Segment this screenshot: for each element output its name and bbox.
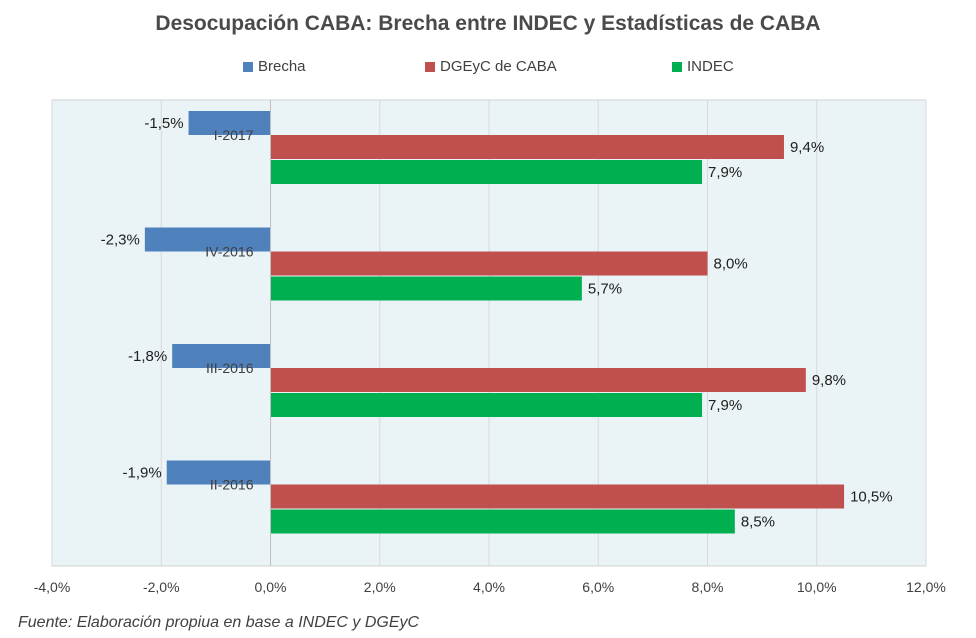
bar-brecha [144, 227, 271, 252]
data-label: 5,7% [588, 281, 622, 298]
bar-indec [270, 160, 703, 184]
category-label: I-2017 [214, 127, 254, 143]
x-tick-label: 6,0% [582, 579, 614, 595]
legend-label-dgeyc: DGEyC de CABA [440, 58, 557, 75]
bar-dgeyc-de-caba [270, 484, 845, 509]
legend-item-indec: INDEC [672, 58, 734, 75]
data-label: 7,9% [708, 164, 742, 181]
x-tick-label: -4,0% [34, 579, 71, 595]
source-note: Fuente: Elaboración propiua en base a IN… [18, 614, 420, 631]
bar-brecha [172, 344, 271, 368]
chart-title: Desocupación CABA: Brecha entre INDEC y … [155, 12, 821, 35]
legend-item-brecha: Brecha [243, 58, 306, 75]
bar-dgeyc-de-caba [270, 135, 784, 159]
x-tick-label: 10,0% [797, 579, 837, 595]
data-label: 9,4% [790, 139, 824, 156]
data-label: 8,5% [741, 514, 775, 531]
data-label: 7,9% [708, 397, 742, 414]
legend-swatch-indec [672, 61, 682, 72]
data-label: -1,9% [123, 465, 162, 482]
bar-dgeyc-de-caba [270, 368, 806, 392]
x-tick-label: 4,0% [473, 579, 505, 595]
legend-item-dgeyc: DGEyC de CABA [425, 58, 557, 75]
bar-indec [270, 509, 735, 534]
legend-swatch-dgeyc [425, 61, 435, 72]
bar-dgeyc-de-caba [270, 251, 708, 276]
data-label: -2,3% [101, 232, 140, 249]
legend-label-brecha: Brecha [258, 58, 306, 75]
bar-indec [270, 393, 703, 417]
data-label: 8,0% [714, 256, 748, 273]
x-tick-label: 12,0% [906, 579, 946, 595]
legend-label-indec: INDEC [687, 58, 734, 75]
data-label: 9,8% [812, 372, 846, 389]
category-label: IV-2016 [205, 244, 253, 260]
x-tick-label: -2,0% [143, 579, 180, 595]
category-label: II-2016 [210, 477, 254, 493]
x-tick-label: 2,0% [364, 579, 396, 595]
legend-swatch-brecha [243, 61, 253, 72]
category-label: III-2016 [206, 360, 254, 376]
bar-indec [270, 276, 582, 301]
bar-brecha [166, 460, 271, 485]
chart-legend: Brecha DGEyC de CABA INDEC [0, 58, 976, 78]
x-tick-label: 8,0% [692, 579, 724, 595]
data-label: -1,8% [128, 348, 167, 365]
data-label: 10,5% [850, 489, 893, 506]
data-label: -1,5% [144, 115, 183, 132]
x-tick-label: 0,0% [255, 579, 287, 595]
bar-brecha [188, 111, 271, 135]
